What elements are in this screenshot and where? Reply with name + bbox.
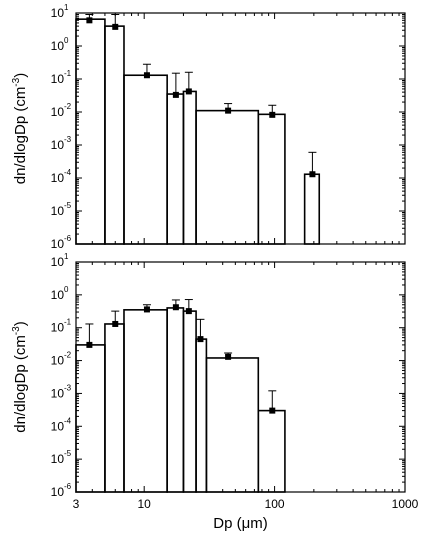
histogram-bar <box>257 409 286 493</box>
y-axis-title: dn/dlogDp (cm-3) <box>11 73 29 184</box>
data-point <box>309 171 316 178</box>
y-tick-label: 10 <box>51 39 65 53</box>
y-tick-label: 10 <box>51 72 65 86</box>
y-tick-exponent: -5 <box>64 201 72 210</box>
histogram-bar <box>195 338 208 493</box>
y-tick-exponent: -4 <box>64 416 72 425</box>
y-tick-exponent: -5 <box>64 449 72 458</box>
y-tick-label: 10 <box>51 237 65 251</box>
y-tick-label: 10 <box>51 6 65 20</box>
data-point <box>269 407 276 414</box>
y-tick-label: 10 <box>51 354 65 368</box>
y-tick-exponent: 1 <box>64 3 69 12</box>
y-tick-label: 10 <box>51 386 65 400</box>
data-point <box>112 23 119 30</box>
y-tick-label: 10 <box>51 105 65 119</box>
y-tick-exponent: 0 <box>64 36 69 45</box>
histogram-bar <box>166 93 185 245</box>
y-tick-label: 10 <box>51 419 65 433</box>
histogram-bar <box>123 309 168 493</box>
histogram-bar <box>205 357 260 493</box>
y-tick-label: 10 <box>51 255 65 269</box>
data-point <box>185 308 192 315</box>
y-tick-exponent: -2 <box>64 351 72 360</box>
y-tick-exponent: -2 <box>64 102 72 111</box>
histogram-bar <box>257 113 286 245</box>
y-tick-label: 10 <box>51 204 65 218</box>
histogram-bar <box>104 323 125 493</box>
histogram-bar <box>123 74 168 245</box>
data-point <box>225 107 232 114</box>
y-tick-label: 10 <box>51 138 65 152</box>
y-tick-label: 10 <box>51 321 65 335</box>
panel-bottom: 10 110 010 -110 -210 -310 -410 -510 -63 10 100 1000… <box>11 252 419 532</box>
histogram-bar <box>75 344 106 493</box>
histogram-bar <box>195 109 260 245</box>
plot-frame <box>75 261 406 493</box>
data-point <box>143 72 150 79</box>
data-point <box>172 304 179 311</box>
y-tick-exponent: -6 <box>64 234 72 243</box>
y-tick-exponent: -3 <box>64 135 72 144</box>
plot-frame <box>75 12 406 245</box>
x-tick-label: 100 <box>265 497 285 511</box>
y-tick-exponent: -1 <box>64 318 72 327</box>
histogram-bar <box>182 90 197 245</box>
data-point <box>185 88 192 95</box>
data-point <box>86 17 93 24</box>
y-tick-exponent: 0 <box>64 285 69 294</box>
x-tick-label: 10 <box>138 497 152 511</box>
y-tick-label: 10 <box>51 288 65 302</box>
data-point <box>269 111 276 118</box>
y-tick-exponent: -3 <box>64 383 72 392</box>
y-tick-exponent: -1 <box>64 69 72 78</box>
data-point <box>172 91 179 98</box>
y-tick-label: 10 <box>51 171 65 185</box>
y-tick-label: 10 <box>51 452 65 466</box>
data-point <box>143 306 150 313</box>
x-axis-title: Dp (μm) <box>213 515 267 532</box>
y-tick-exponent: 1 <box>64 252 69 261</box>
histogram-bar <box>182 310 197 493</box>
x-tick-label: 1000 <box>392 497 419 511</box>
x-tick-label: 3 <box>73 497 80 511</box>
histogram-bar <box>75 18 106 245</box>
histogram-bar <box>104 25 125 245</box>
y-tick-exponent: -4 <box>64 168 72 177</box>
histogram-bar <box>166 307 185 493</box>
y-tick-exponent: -6 <box>64 482 72 491</box>
data-point <box>112 320 119 327</box>
y-axis-title: dn/dlogDp (cm-3) <box>11 321 29 432</box>
data-point <box>197 336 204 343</box>
histogram-bar <box>303 173 321 245</box>
data-point <box>225 353 232 360</box>
y-tick-label: 10 <box>51 485 65 499</box>
data-point <box>86 341 93 348</box>
